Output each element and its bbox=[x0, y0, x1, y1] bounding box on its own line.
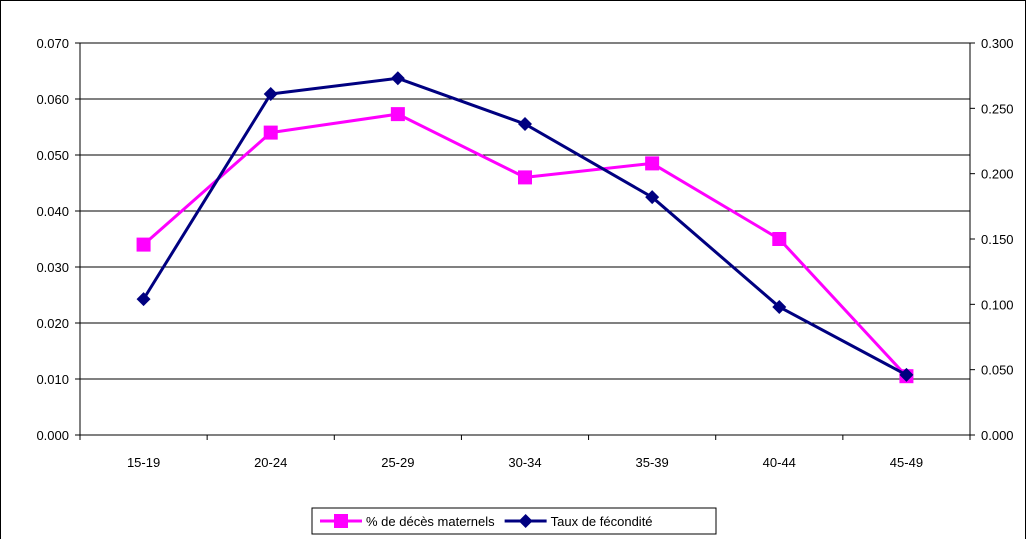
x-tick-label: 40-44 bbox=[763, 455, 796, 470]
data-point bbox=[136, 292, 151, 307]
x-tick-label: 45-49 bbox=[890, 455, 923, 470]
left-tick-label: 0.040 bbox=[36, 204, 69, 219]
left-tick-label: 0.060 bbox=[36, 92, 69, 107]
right-axis-ticks: 0.000 0.050 0.100 0.150 0.200 0.250 0.300 bbox=[970, 36, 1014, 443]
x-tick-label: 30-34 bbox=[508, 455, 541, 470]
x-tick-label: 35-39 bbox=[636, 455, 669, 470]
data-point bbox=[390, 71, 405, 86]
data-point bbox=[390, 107, 405, 122]
series-2 bbox=[136, 71, 914, 382]
left-tick-label: 0.050 bbox=[36, 148, 69, 163]
legend-label: Taux de fécondité bbox=[551, 514, 653, 529]
axes bbox=[79, 43, 971, 436]
data-point bbox=[263, 125, 278, 140]
data-point bbox=[645, 190, 660, 205]
data-point bbox=[645, 156, 660, 171]
data-point bbox=[518, 170, 532, 185]
x-axis-ticks: 15-19 20-24 25-29 30-34 35-39 40-44 45-49 bbox=[79, 435, 971, 470]
right-tick-label: 0.100 bbox=[981, 297, 1014, 312]
right-tick-label: 0.150 bbox=[981, 232, 1014, 247]
data-point bbox=[263, 86, 278, 101]
x-tick-label: 15-19 bbox=[127, 455, 160, 470]
x-tick-label: 25-29 bbox=[381, 455, 414, 470]
data-point bbox=[772, 299, 787, 314]
left-tick-label: 0.010 bbox=[36, 372, 69, 387]
data-point bbox=[772, 232, 787, 246]
right-tick-label: 0.300 bbox=[981, 36, 1014, 51]
right-tick-label: 0.050 bbox=[981, 363, 1014, 378]
right-tick-label: 0.200 bbox=[981, 167, 1014, 182]
data-point bbox=[899, 367, 914, 382]
data-point bbox=[136, 237, 151, 252]
legend-label: % de décès maternels bbox=[366, 514, 495, 529]
x-tick-label: 20-24 bbox=[254, 455, 287, 470]
legend: % de décès maternels Taux de fécondité bbox=[311, 507, 717, 535]
left-tick-label: 0.070 bbox=[36, 36, 69, 51]
right-tick-label: 0.250 bbox=[981, 101, 1014, 116]
series-line bbox=[142, 112, 908, 378]
gridlines bbox=[80, 42, 970, 380]
right-tick-label: 0.000 bbox=[981, 428, 1014, 443]
legend-marker bbox=[518, 514, 533, 528]
left-tick-label: 0.030 bbox=[36, 260, 69, 275]
series-1 bbox=[136, 107, 914, 384]
legend-marker bbox=[334, 514, 348, 528]
left-axis-ticks: 0.000 0.010 0.020 0.030 0.040 0.050 0.060 0.070 bbox=[36, 36, 80, 443]
left-tick-label: 0.020 bbox=[36, 316, 69, 331]
left-tick-label: 0.000 bbox=[36, 428, 69, 443]
series-layer bbox=[136, 71, 914, 384]
data-point bbox=[518, 117, 532, 132]
